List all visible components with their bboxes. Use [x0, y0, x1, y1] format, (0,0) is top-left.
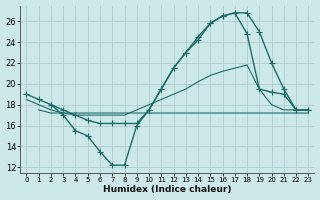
X-axis label: Humidex (Indice chaleur): Humidex (Indice chaleur)	[103, 185, 232, 194]
